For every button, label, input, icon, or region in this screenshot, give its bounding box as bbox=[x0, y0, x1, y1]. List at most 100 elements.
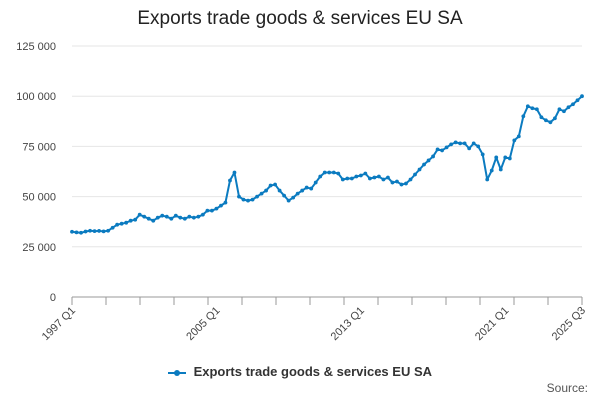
data-point[interactable] bbox=[205, 208, 210, 213]
data-point[interactable] bbox=[169, 216, 174, 221]
data-point[interactable] bbox=[182, 216, 187, 221]
data-point[interactable] bbox=[471, 141, 476, 146]
data-point[interactable] bbox=[223, 200, 228, 205]
data-point[interactable] bbox=[228, 178, 232, 183]
data-point[interactable] bbox=[92, 229, 97, 234]
data-point[interactable] bbox=[255, 194, 259, 199]
data-point[interactable] bbox=[191, 215, 196, 220]
data-point[interactable] bbox=[539, 115, 544, 120]
data-point[interactable] bbox=[322, 170, 327, 175]
data-point[interactable] bbox=[340, 177, 345, 182]
data-point[interactable] bbox=[354, 174, 359, 179]
data-point[interactable] bbox=[124, 220, 129, 225]
data-point[interactable] bbox=[395, 179, 399, 184]
data-point[interactable] bbox=[512, 138, 517, 143]
legend[interactable]: Exports trade goods & services EU SA bbox=[0, 364, 600, 379]
data-point[interactable] bbox=[440, 148, 444, 153]
data-point[interactable] bbox=[476, 144, 481, 149]
data-point[interactable] bbox=[146, 216, 151, 221]
data-point[interactable] bbox=[390, 180, 395, 185]
data-point[interactable] bbox=[363, 171, 368, 176]
data-point[interactable] bbox=[453, 140, 458, 145]
data-point[interactable] bbox=[237, 194, 241, 199]
data-point[interactable] bbox=[250, 197, 255, 202]
data-point[interactable] bbox=[295, 191, 300, 196]
data-point[interactable] bbox=[110, 225, 115, 230]
data-point[interactable] bbox=[444, 145, 449, 150]
data-point[interactable] bbox=[435, 147, 440, 152]
data-point[interactable] bbox=[291, 195, 296, 200]
data-point[interactable] bbox=[485, 177, 490, 182]
data-point[interactable] bbox=[246, 198, 250, 203]
data-point[interactable] bbox=[119, 221, 124, 226]
data-point[interactable] bbox=[187, 214, 192, 219]
data-point[interactable] bbox=[309, 186, 314, 191]
data-point[interactable] bbox=[115, 222, 120, 227]
data-point[interactable] bbox=[151, 218, 156, 223]
data-point[interactable] bbox=[580, 94, 584, 99]
data-point[interactable] bbox=[494, 155, 499, 160]
data-point[interactable] bbox=[273, 182, 277, 187]
data-point[interactable] bbox=[381, 177, 386, 182]
data-point[interactable] bbox=[232, 170, 237, 175]
data-point[interactable] bbox=[422, 162, 426, 167]
data-point[interactable] bbox=[106, 228, 111, 233]
data-point[interactable] bbox=[503, 155, 508, 160]
data-point[interactable] bbox=[377, 174, 381, 179]
data-point[interactable] bbox=[210, 208, 214, 213]
data-point[interactable] bbox=[530, 106, 535, 111]
data-point[interactable] bbox=[304, 185, 309, 190]
data-point[interactable] bbox=[318, 174, 323, 179]
data-point[interactable] bbox=[557, 107, 562, 112]
data-point[interactable] bbox=[562, 109, 566, 114]
data-point[interactable] bbox=[489, 168, 494, 173]
data-point[interactable] bbox=[372, 175, 377, 180]
data-point[interactable] bbox=[566, 105, 571, 110]
data-point[interactable] bbox=[200, 212, 205, 217]
data-point[interactable] bbox=[178, 215, 183, 220]
data-point[interactable] bbox=[142, 214, 147, 219]
data-point[interactable] bbox=[74, 230, 79, 235]
data-point[interactable] bbox=[548, 120, 553, 125]
data-point[interactable] bbox=[219, 203, 223, 208]
data-point[interactable] bbox=[426, 158, 431, 163]
data-point[interactable] bbox=[336, 171, 341, 176]
data-point[interactable] bbox=[575, 98, 580, 103]
data-point[interactable] bbox=[268, 183, 273, 188]
data-point[interactable] bbox=[173, 213, 178, 218]
data-point[interactable] bbox=[286, 198, 291, 203]
data-point[interactable] bbox=[543, 118, 548, 123]
data-point[interactable] bbox=[345, 176, 350, 181]
data-point[interactable] bbox=[498, 167, 503, 172]
data-point[interactable] bbox=[259, 191, 264, 196]
data-point[interactable] bbox=[313, 180, 318, 185]
data-point[interactable] bbox=[70, 229, 74, 234]
data-point[interactable] bbox=[431, 154, 435, 159]
data-point[interactable] bbox=[367, 176, 372, 181]
data-point[interactable] bbox=[88, 228, 92, 233]
data-point[interactable] bbox=[408, 177, 413, 182]
data-point[interactable] bbox=[277, 188, 282, 193]
data-point[interactable] bbox=[467, 146, 472, 151]
data-point[interactable] bbox=[155, 215, 160, 220]
data-point[interactable] bbox=[458, 141, 463, 146]
data-point[interactable] bbox=[214, 206, 219, 211]
data-point[interactable] bbox=[327, 170, 332, 175]
data-point[interactable] bbox=[83, 229, 88, 234]
data-point[interactable] bbox=[196, 214, 201, 219]
data-point[interactable] bbox=[349, 176, 354, 181]
data-point[interactable] bbox=[97, 229, 101, 233]
data-point[interactable] bbox=[101, 229, 106, 234]
data-point[interactable] bbox=[525, 104, 530, 109]
data-point[interactable] bbox=[282, 193, 287, 198]
data-point[interactable] bbox=[331, 170, 336, 175]
data-point[interactable] bbox=[507, 156, 512, 161]
data-point[interactable] bbox=[358, 173, 363, 178]
data-point[interactable] bbox=[534, 107, 539, 112]
data-point[interactable] bbox=[386, 175, 390, 180]
data-point[interactable] bbox=[413, 172, 417, 177]
data-point[interactable] bbox=[553, 116, 557, 121]
data-point[interactable] bbox=[480, 152, 485, 157]
data-point[interactable] bbox=[137, 212, 142, 217]
data-point[interactable] bbox=[128, 218, 133, 223]
